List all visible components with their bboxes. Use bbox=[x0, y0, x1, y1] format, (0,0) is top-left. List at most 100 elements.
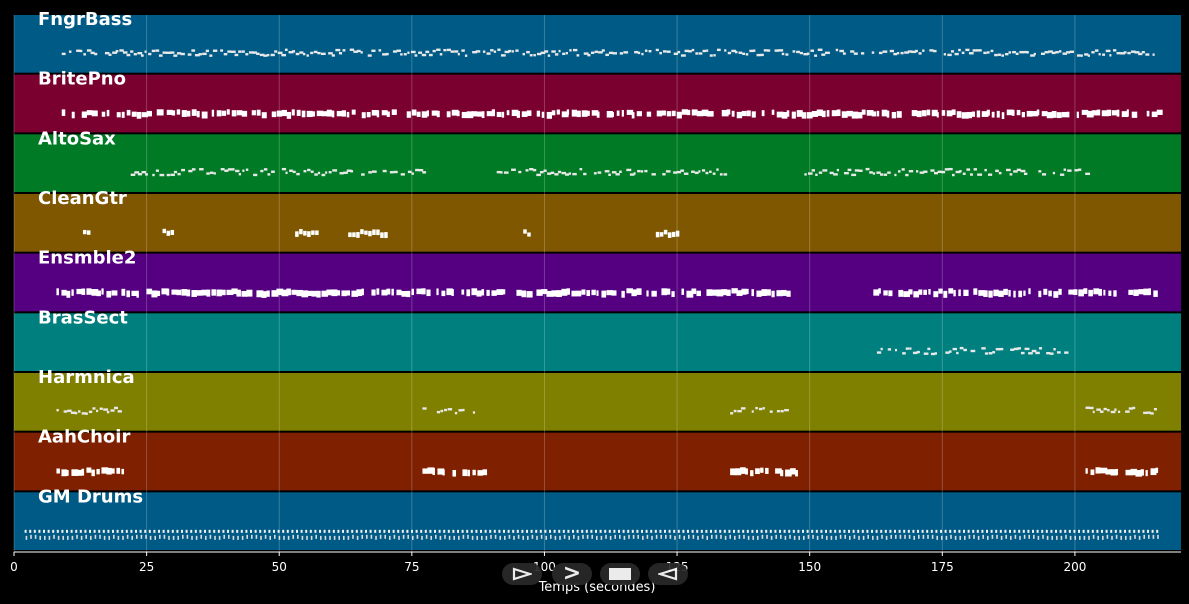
note bbox=[85, 534, 88, 539]
note bbox=[386, 111, 390, 117]
note bbox=[131, 535, 134, 540]
note bbox=[849, 535, 851, 540]
note bbox=[144, 529, 147, 533]
note bbox=[1048, 290, 1052, 297]
note bbox=[761, 289, 767, 296]
note bbox=[1095, 467, 1101, 474]
note bbox=[201, 111, 208, 119]
note bbox=[156, 109, 164, 116]
note bbox=[526, 291, 533, 298]
note bbox=[228, 534, 230, 539]
note bbox=[206, 289, 211, 297]
note bbox=[462, 534, 465, 539]
note bbox=[1041, 529, 1044, 533]
note bbox=[111, 290, 118, 296]
note bbox=[881, 109, 888, 117]
note bbox=[1020, 351, 1025, 355]
note bbox=[530, 529, 533, 533]
note bbox=[491, 290, 497, 296]
note bbox=[194, 529, 197, 533]
note bbox=[172, 535, 175, 540]
note bbox=[1152, 534, 1155, 539]
note bbox=[383, 529, 386, 533]
note bbox=[454, 411, 458, 415]
note bbox=[723, 173, 728, 176]
note bbox=[177, 535, 180, 540]
note bbox=[751, 111, 756, 118]
note bbox=[251, 534, 253, 539]
note bbox=[114, 406, 119, 410]
note bbox=[900, 51, 904, 55]
note bbox=[551, 290, 558, 297]
note-group bbox=[82, 228, 680, 239]
note bbox=[136, 111, 142, 119]
note bbox=[565, 51, 568, 55]
note bbox=[436, 110, 440, 118]
note bbox=[757, 535, 759, 540]
note bbox=[315, 230, 319, 236]
note bbox=[981, 347, 986, 350]
note bbox=[569, 49, 572, 52]
note bbox=[927, 347, 931, 351]
note bbox=[998, 171, 1002, 175]
note bbox=[336, 290, 341, 296]
note bbox=[901, 168, 905, 171]
note bbox=[382, 169, 387, 173]
note bbox=[227, 529, 230, 533]
note bbox=[907, 529, 910, 533]
note bbox=[817, 48, 823, 51]
note bbox=[76, 534, 78, 539]
note bbox=[728, 529, 731, 533]
note bbox=[549, 529, 552, 533]
note bbox=[862, 535, 865, 540]
note bbox=[1021, 112, 1025, 118]
note bbox=[453, 535, 456, 540]
play-button[interactable] bbox=[502, 563, 542, 585]
note bbox=[995, 169, 999, 173]
note bbox=[1129, 535, 1132, 540]
note bbox=[500, 171, 503, 174]
note bbox=[325, 171, 328, 174]
note bbox=[287, 535, 290, 540]
note bbox=[565, 173, 570, 176]
note bbox=[269, 535, 272, 540]
note bbox=[486, 111, 493, 117]
note bbox=[256, 109, 261, 116]
note bbox=[586, 290, 591, 297]
note bbox=[720, 534, 722, 539]
note bbox=[450, 50, 455, 53]
stop-button[interactable] bbox=[600, 563, 640, 585]
note bbox=[918, 289, 923, 295]
note bbox=[260, 535, 262, 540]
note bbox=[144, 50, 147, 53]
note bbox=[81, 111, 87, 118]
note bbox=[581, 110, 588, 117]
note bbox=[1008, 289, 1011, 297]
note bbox=[848, 529, 851, 533]
note bbox=[891, 111, 897, 119]
note bbox=[406, 111, 411, 118]
note bbox=[88, 410, 93, 414]
rewind-button[interactable] bbox=[648, 563, 688, 585]
note bbox=[1108, 290, 1112, 296]
note bbox=[346, 169, 352, 172]
note bbox=[90, 51, 95, 55]
note bbox=[710, 529, 713, 533]
note bbox=[66, 290, 71, 298]
note bbox=[263, 54, 268, 57]
note bbox=[441, 290, 446, 297]
note bbox=[451, 109, 459, 116]
note bbox=[242, 169, 245, 172]
note bbox=[545, 535, 548, 540]
forward-button[interactable]: > bbox=[552, 563, 592, 585]
note bbox=[61, 289, 67, 296]
note bbox=[241, 50, 245, 53]
note bbox=[596, 290, 599, 296]
note bbox=[291, 529, 294, 533]
note bbox=[911, 110, 918, 117]
note bbox=[873, 289, 880, 296]
note bbox=[393, 170, 398, 174]
note bbox=[696, 529, 699, 533]
note bbox=[850, 50, 855, 53]
note bbox=[888, 290, 893, 297]
